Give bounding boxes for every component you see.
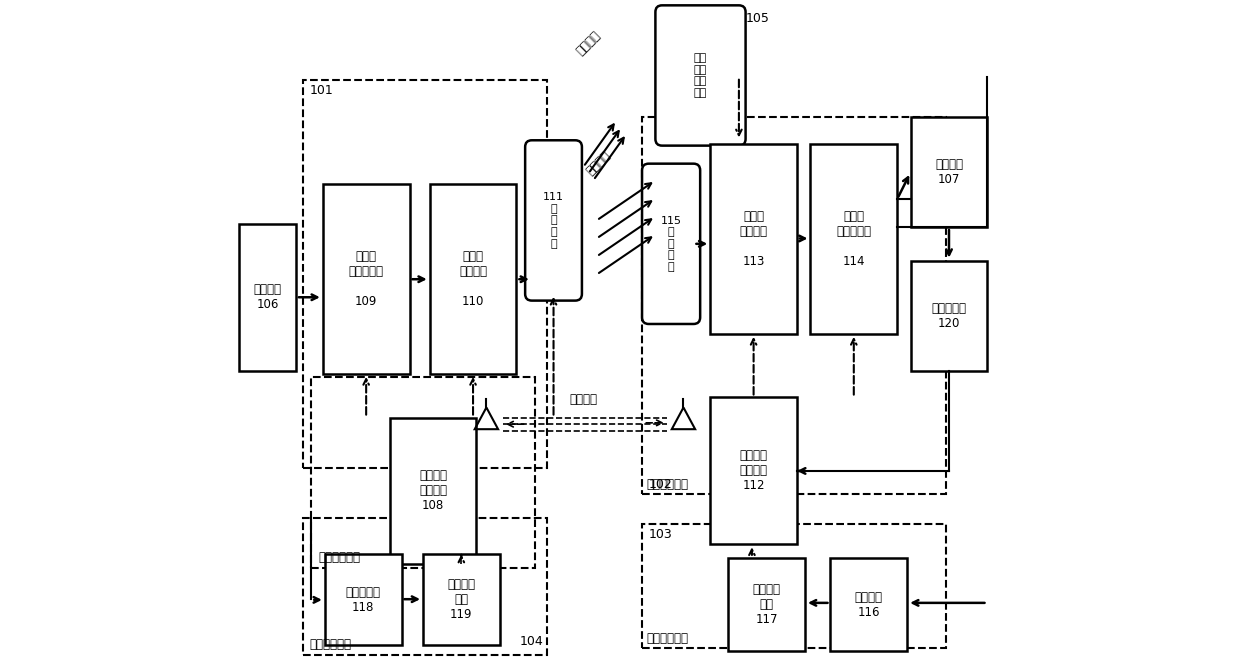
FancyBboxPatch shape xyxy=(423,554,500,645)
FancyBboxPatch shape xyxy=(831,558,908,651)
FancyBboxPatch shape xyxy=(322,184,409,374)
Text: 放大发射
电路
119: 放大发射 电路 119 xyxy=(448,578,475,621)
Text: 磁场激励系统: 磁场激励系统 xyxy=(310,639,351,651)
FancyBboxPatch shape xyxy=(389,418,476,564)
Text: 发射端
功率变换器

109: 发射端 功率变换器 109 xyxy=(348,250,383,308)
Text: 环视相机
116: 环视相机 116 xyxy=(854,591,883,619)
Text: 105: 105 xyxy=(745,12,770,25)
Text: 无线通信: 无线通信 xyxy=(569,393,598,406)
Text: 地面发射设备: 地面发射设备 xyxy=(319,552,360,564)
FancyBboxPatch shape xyxy=(526,140,582,301)
Text: 地面通信
控制单元
108: 地面通信 控制单元 108 xyxy=(419,470,446,512)
Text: 111
发
射
线
圈: 111 发 射 线 圈 xyxy=(543,192,564,248)
FancyBboxPatch shape xyxy=(325,554,402,645)
FancyBboxPatch shape xyxy=(239,224,296,371)
Text: 信号发生器
118: 信号发生器 118 xyxy=(346,586,381,613)
Text: 101: 101 xyxy=(310,84,334,96)
FancyBboxPatch shape xyxy=(711,397,797,544)
Text: 115
接
收
线
圈: 115 接 收 线 圈 xyxy=(661,216,682,272)
Text: 车载通信
控制单元
112: 车载通信 控制单元 112 xyxy=(739,450,768,492)
FancyBboxPatch shape xyxy=(728,558,805,651)
Text: 图像定位系统: 图像定位系统 xyxy=(647,632,688,645)
Text: 直流变换器
120: 直流变换器 120 xyxy=(931,302,966,329)
FancyBboxPatch shape xyxy=(711,144,797,334)
Text: 供电电网
106: 供电电网 106 xyxy=(254,283,281,311)
FancyBboxPatch shape xyxy=(910,261,987,371)
Text: 车载接收设备: 车载接收设备 xyxy=(647,478,688,491)
Text: 接收端
诸振网络

113: 接收端 诸振网络 113 xyxy=(739,210,768,268)
Text: 磁场耦合: 磁场耦合 xyxy=(584,149,613,178)
Text: 磁场发射: 磁场发射 xyxy=(574,29,603,58)
FancyBboxPatch shape xyxy=(811,144,898,334)
FancyBboxPatch shape xyxy=(656,5,745,146)
Text: 发射端
诸振网络

110: 发射端 诸振网络 110 xyxy=(459,250,487,308)
Text: 102: 102 xyxy=(649,478,672,491)
Text: 接收端
功率变换器

114: 接收端 功率变换器 114 xyxy=(836,210,872,268)
Text: 104: 104 xyxy=(520,635,543,648)
FancyBboxPatch shape xyxy=(642,164,701,324)
FancyBboxPatch shape xyxy=(910,117,987,227)
Text: 图像处理
单元
117: 图像处理 单元 117 xyxy=(753,583,781,626)
FancyBboxPatch shape xyxy=(429,184,517,374)
Text: 103: 103 xyxy=(649,528,672,540)
Text: 磁面
场传
检感
测器: 磁面 场传 检感 测器 xyxy=(694,53,707,98)
Text: 动力电池
107: 动力电池 107 xyxy=(935,158,963,186)
